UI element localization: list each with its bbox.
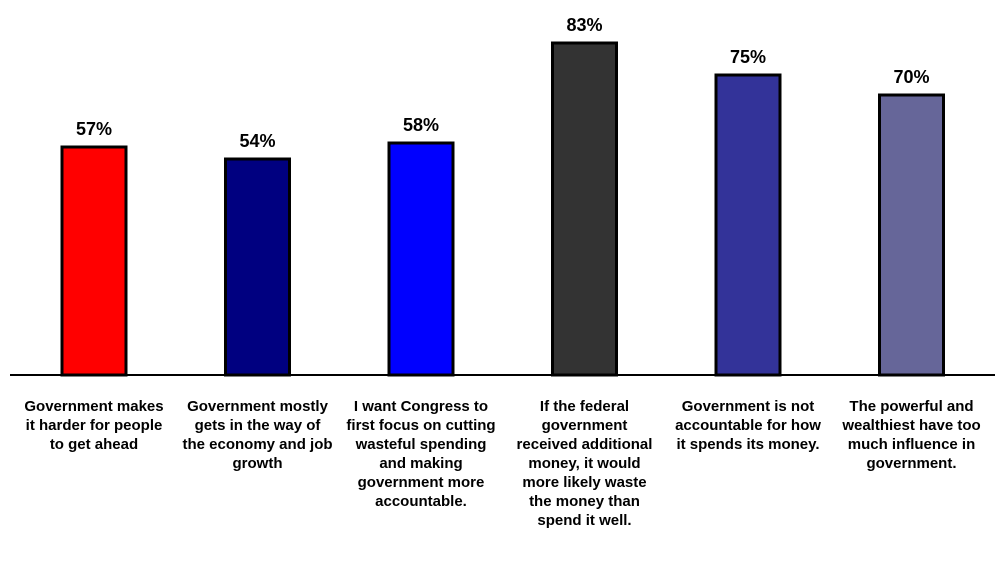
value-label-1: 57% [76, 119, 112, 139]
category-label-4: If the federal government received addit… [516, 398, 653, 529]
category-label-5: Government is not accountable for how it… [675, 398, 821, 453]
value-label-2: 54% [239, 131, 275, 151]
value-label-4: 83% [566, 15, 602, 35]
category-label-1: Government makes it harder for people to… [24, 398, 164, 453]
category-label-6: The powerful and wealthiest have too muc… [842, 398, 981, 472]
value-label-5: 75% [730, 47, 766, 67]
bar-4 [551, 41, 618, 377]
value-label-6: 70% [893, 67, 929, 87]
bar-5 [714, 73, 782, 377]
bar-2 [224, 157, 291, 377]
category-label-2: Government mostly gets in the way of the… [182, 398, 333, 472]
bar-3 [387, 141, 455, 377]
value-label-3: 58% [403, 115, 439, 135]
bar-1 [60, 145, 128, 377]
bars-group [60, 41, 945, 377]
bar-6 [878, 93, 945, 377]
value-labels-group: 57% 54% 58% 83% 75% 70% [76, 15, 930, 151]
category-label-3: I want Congress to first focus on cuttin… [346, 398, 496, 510]
